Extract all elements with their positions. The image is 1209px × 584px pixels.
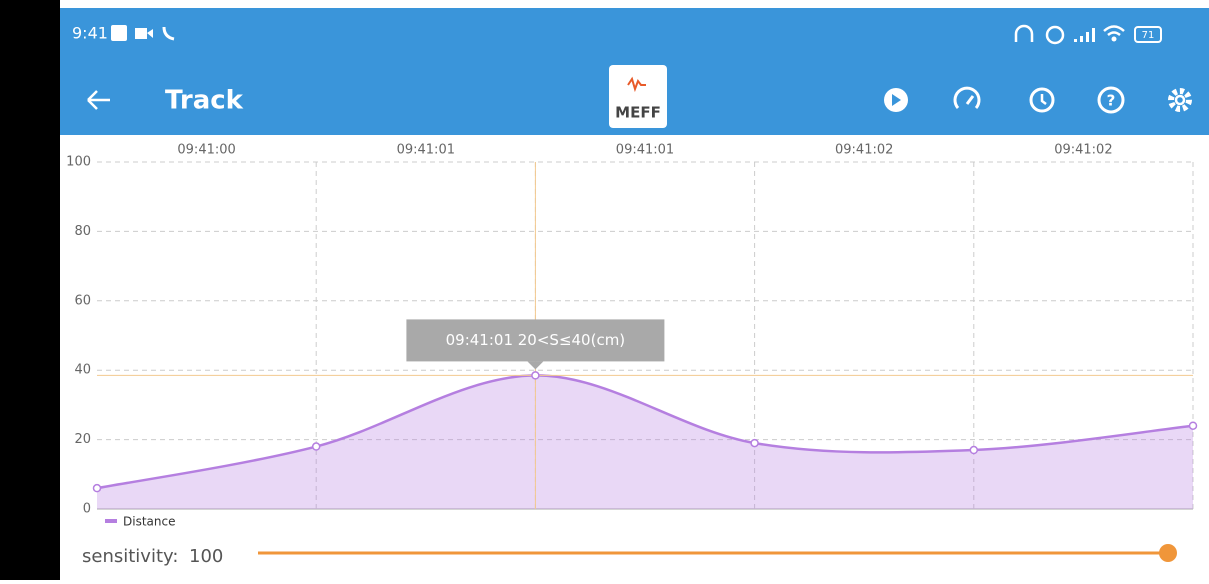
point (92, 483, 102, 493)
battery (1134, 26, 1162, 43)
play-button[interactable] (884, 88, 908, 112)
y-tick-label: 0 (83, 502, 91, 517)
point (1188, 421, 1198, 430)
legend-swatch (105, 519, 117, 523)
x-tick-label: 09:41:00 (177, 143, 235, 158)
battery-level: 71 (1142, 30, 1155, 41)
app-title: Track (165, 86, 244, 116)
tooltip-text: 09:41:01 20<S≤40(cm) (446, 331, 626, 349)
y-tick-label: 20 (74, 432, 91, 447)
line (96, 374, 1194, 490)
back-button[interactable] (87, 90, 110, 110)
point (311, 442, 321, 451)
tooltip-box (406, 319, 665, 362)
area (97, 375, 1193, 509)
point (750, 438, 759, 448)
status-icon (111, 25, 127, 41)
point (969, 445, 979, 455)
slider-value: 100 (189, 546, 223, 567)
history-button[interactable] (1029, 87, 1055, 113)
legend-label: Distance (123, 515, 175, 529)
status-icon (147, 29, 153, 38)
point (531, 371, 540, 380)
status-icon (1045, 25, 1065, 45)
slider-label: sensitivity: (82, 546, 178, 567)
y-tick-label: 40 (74, 363, 91, 378)
status-icon (135, 28, 147, 39)
svg-text:?: ? (1107, 92, 1116, 110)
slider-knob[interactable] (1159, 544, 1177, 562)
y-tick-label: 80 (74, 224, 91, 239)
x-tick-label: 09:41:01 (397, 143, 455, 158)
speed-button[interactable] (953, 86, 981, 109)
status-time: 9:41 (72, 24, 108, 43)
status-icon (162, 26, 175, 41)
status-icon (1014, 24, 1034, 42)
help-button[interactable]: ? (1097, 86, 1125, 114)
settings-button[interactable] (1168, 88, 1192, 112)
status-icon (1103, 25, 1125, 37)
status-icon (1111, 36, 1117, 42)
left-edge (0, 0, 60, 580)
status-icon (1074, 28, 1095, 42)
x-tick-label: 09:41:02 (1054, 143, 1112, 158)
y-tick-label: 60 (74, 293, 91, 308)
logo (609, 65, 667, 128)
x-tick-label: 09:41:01 (616, 143, 674, 158)
tooltip-arrow (527, 361, 544, 370)
x-tick-label: 09:41:02 (835, 143, 893, 158)
logo-text: MEFF (615, 104, 661, 122)
y-tick-label: 100 (66, 155, 91, 170)
logo-icon (627, 76, 646, 93)
